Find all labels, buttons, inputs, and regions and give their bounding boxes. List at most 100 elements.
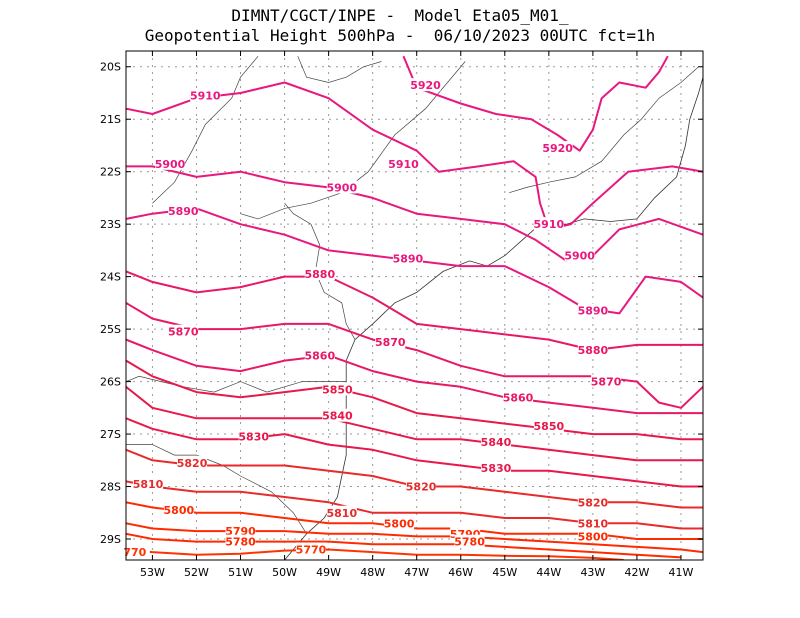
longitude-axis: 53W 52W 51W 50W 49W 48W 47W 46W 45W 44W 43W 42W 41W: [140, 51, 694, 579]
contour-label: 5920: [542, 142, 573, 155]
x-tick-label: 51W: [228, 566, 253, 579]
x-tick-label: 42W: [624, 566, 649, 579]
contour-label-bg: [480, 461, 511, 475]
contour-label: 5800: [384, 517, 415, 530]
contour-label: 5810: [578, 517, 609, 530]
contour-label: 5900: [564, 250, 595, 263]
contour-label-bg: [133, 476, 164, 490]
contour-label: 5880: [304, 268, 335, 281]
x-tick-label: 44W: [536, 566, 561, 579]
x-tick-label: 50W: [272, 566, 297, 579]
y-tick-label: 25S: [100, 323, 121, 336]
contour-line-5810: [126, 480, 703, 530]
contour-label: 5840: [481, 436, 512, 449]
contour-label: 5820: [578, 496, 609, 509]
contour-label: 5910: [534, 218, 565, 231]
x-tick-label: 43W: [580, 566, 605, 579]
contour-label-bg: [406, 479, 437, 493]
contour-label-bg: [503, 390, 534, 404]
contour-label: 5800: [164, 504, 195, 517]
coastline-south: [284, 339, 356, 560]
y-tick-label: 22S: [100, 166, 121, 179]
contour-label-bg: [326, 180, 357, 194]
y-tick-label: 27S: [100, 428, 121, 441]
contour-line-5870: [126, 302, 703, 409]
contour-label: 5830: [238, 431, 269, 444]
x-tick-label: 46W: [448, 566, 473, 579]
latitude-axis: 20S 21S 22S 23S 24S 25S 26S 27S 28S 29S: [100, 61, 703, 546]
contour-label-bg: [564, 248, 595, 262]
contour-line-5790: [126, 522, 703, 554]
contour-label-bg: [577, 343, 608, 357]
contour-label-bg: [225, 534, 256, 548]
contour-label: 5870: [168, 326, 199, 339]
contour-label-bg: [119, 545, 150, 559]
contour-label-bg: [454, 534, 485, 548]
contour-line-5860: [126, 338, 703, 415]
contour-line-5800: [126, 501, 703, 540]
contour-label-bg: [190, 88, 221, 102]
contour-line-5890: [126, 207, 703, 315]
x-tick-label: 45W: [492, 566, 517, 579]
contour-label: 5890: [578, 305, 609, 318]
contour-label-bg: [577, 516, 608, 530]
contour-label-bg: [480, 434, 511, 448]
plot-frame: [125, 50, 704, 561]
contour-label-bg: [577, 495, 608, 509]
contour-label: 5840: [322, 410, 353, 423]
y-tick-label: 21S: [100, 113, 121, 126]
contour-label-bg: [388, 156, 419, 170]
contour-label-bg: [295, 542, 326, 556]
contour-label-bg: [238, 429, 269, 443]
x-tick-label: 48W: [360, 566, 385, 579]
y-tick-label: 29S: [100, 533, 121, 546]
state-boundary-line: [152, 55, 259, 204]
contour-label: 5890: [393, 252, 424, 265]
contour-line-5900: [126, 165, 703, 262]
contour-label-bg: [155, 156, 186, 170]
contour-line-5850: [126, 359, 703, 441]
contour-label-bg: [375, 335, 406, 349]
chart-title-line-1: DIMNT/CGCT/INPE - Model Eta05_M01_: [231, 6, 569, 25]
contour-label: 5900: [327, 181, 358, 194]
contour-line-5780: [126, 532, 682, 559]
x-tick-label: 49W: [316, 566, 341, 579]
contour-label-bg: [304, 267, 335, 281]
contour-label-bg: [177, 455, 208, 469]
contour-label: 5870: [591, 376, 622, 389]
contour-label: 5900: [155, 158, 186, 171]
contour-label-bg: [533, 419, 564, 433]
contour-label: 5780: [454, 536, 485, 549]
contour-label: 5860: [503, 391, 534, 404]
contour-label-bg: [591, 374, 622, 388]
contour-label: 5810: [133, 478, 164, 491]
chart-title-line-2: Geopotential Height 500hPa - 06/10/2023 …: [144, 26, 656, 45]
y-tick-label: 26S: [100, 376, 121, 389]
contour-label: 5860: [304, 349, 335, 362]
x-tick-label: 47W: [404, 566, 429, 579]
contour-label-bg: [168, 204, 199, 218]
contour-label: 5800: [578, 530, 609, 543]
contour-label: 5880: [578, 344, 609, 357]
contour-label-bg: [577, 529, 608, 543]
contour-label-bg: [304, 348, 335, 362]
contour-label-bg: [322, 382, 353, 396]
contour-label: 5780: [225, 536, 256, 549]
contour-label: 5850: [322, 383, 353, 396]
x-tick-label: 53W: [140, 566, 165, 579]
contour-label: 5870: [375, 336, 406, 349]
contour-label-bg: [163, 503, 194, 517]
contour-label: 5810: [327, 507, 358, 520]
contour-label: 5820: [406, 481, 437, 494]
x-tick-label: 41W: [669, 566, 694, 579]
contour-label-bg: [577, 303, 608, 317]
contour-label-bg: [322, 408, 353, 422]
contour-label-bg: [542, 141, 573, 155]
contour-label: 770: [123, 546, 146, 559]
contour-label: 5910: [388, 158, 419, 171]
contour-label-bg: [384, 516, 415, 530]
y-tick-label: 28S: [100, 481, 121, 494]
x-tick-label: 52W: [184, 566, 209, 579]
contour-line-5880: [126, 270, 703, 352]
